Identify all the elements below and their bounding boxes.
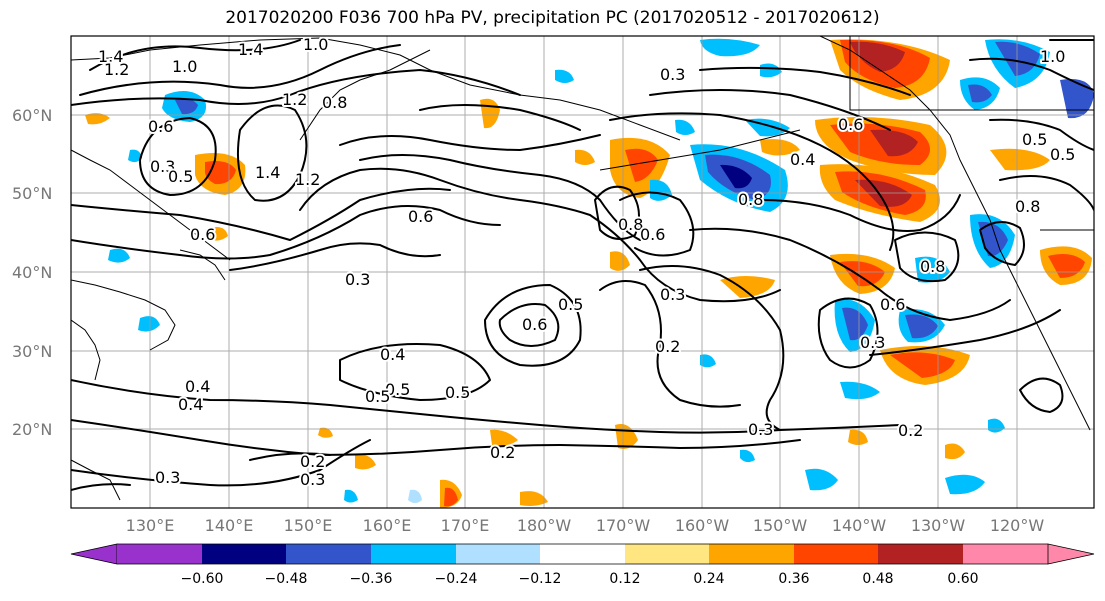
contour-label: 1.0	[1040, 47, 1065, 66]
contour-label: 1.2	[282, 90, 307, 109]
lat-tick-label: 50°N	[12, 184, 52, 203]
colorbar-tick-label: 0.60	[947, 571, 978, 587]
colorbar-segment	[963, 544, 1048, 564]
lon-tick-label: 140°W	[832, 516, 887, 535]
lat-tick-label: 30°N	[12, 342, 52, 361]
colorbar-tick-label: −0.36	[350, 571, 393, 587]
colorbar-tick-label: 0.12	[609, 571, 640, 587]
contour-label: 1.2	[104, 60, 129, 79]
contour-label: 0.4	[790, 150, 815, 169]
lon-tick-label: 150°E	[284, 516, 333, 535]
colorbar-segment	[540, 544, 625, 564]
colorbar-extend-high	[1047, 543, 1095, 565]
contour-label: 0.6	[640, 225, 665, 244]
colorbar-tick-label: −0.24	[435, 571, 478, 587]
lon-tick-label: 140°E	[205, 516, 254, 535]
contour-label: 1.0	[303, 35, 328, 54]
contour-label: 0.5	[1050, 145, 1075, 164]
contour-label: 0.2	[490, 443, 515, 462]
contour-label: 0.5	[558, 295, 583, 314]
colorbar: −0.60 −0.48 −0.36 −0.24 −0.12 0.12 0.24 …	[70, 543, 1095, 587]
contour-label: 0.3	[345, 270, 370, 289]
colorbar-extend-low	[70, 543, 118, 565]
contour-label: 0.8	[1015, 197, 1040, 216]
colorbar-tick-label: −0.60	[181, 571, 224, 587]
contour-label: 0.8	[618, 215, 643, 234]
contour-label: 0.6	[190, 225, 215, 244]
map-plot-area: 1.4 1.2 1.0 1.4 1.0 0.6 1.2 0.8 0.3 0.5 …	[71, 35, 1094, 508]
contour-label: 1.2	[295, 170, 320, 189]
contour-label: 0.2	[655, 337, 680, 356]
colorbar-segment	[202, 544, 286, 564]
contour-label: 0.4	[178, 395, 203, 414]
contour-label: 0.2	[898, 421, 923, 440]
contour-labels: 1.4 1.2 1.0 1.4 1.0 0.6 1.2 0.8 0.3 0.5 …	[96, 35, 1077, 491]
colorbar-segment	[878, 544, 963, 564]
contour-label: 1.4	[238, 40, 263, 59]
colorbar-segment	[625, 544, 709, 564]
lon-tick-label: 160°W	[675, 516, 730, 535]
lat-tick-label: 60°N	[12, 106, 52, 125]
map-title: 2017020200 F036 700 hPa PV, precipitatio…	[225, 8, 880, 28]
contour-label: 0.4	[380, 345, 405, 364]
contour-label: 0.6	[408, 207, 433, 226]
contour-label: 0.8	[738, 190, 763, 209]
longitude-axis: 130°E 140°E 150°E 160°E 170°E 180°W 170°…	[126, 516, 1045, 535]
contour-label: 0.5	[168, 167, 193, 186]
contour-label: 1.4	[255, 163, 280, 182]
lon-tick-label: 170°E	[441, 516, 490, 535]
lon-tick-label: 180°W	[517, 516, 572, 535]
lon-tick-label: 170°W	[596, 516, 651, 535]
contour-label: 0.6	[880, 295, 905, 314]
contour-label: 0.8	[920, 257, 945, 276]
contour-label: 1.4	[98, 47, 123, 66]
contour-label: 0.3	[748, 420, 773, 439]
lat-tick-label: 20°N	[12, 420, 52, 439]
contour-label: 0.3	[150, 157, 175, 176]
contour-label: 0.3	[660, 285, 685, 304]
lon-tick-label: 120°W	[990, 516, 1045, 535]
colorbar-tick-label: −0.48	[265, 571, 308, 587]
colorbar-tick-label: 0.48	[862, 571, 893, 587]
colorbar-tick-label: −0.12	[519, 571, 562, 587]
pv-contours	[71, 39, 1094, 491]
contour-label: 0.5	[385, 380, 410, 399]
coastlines	[71, 36, 1094, 501]
contour-label: 0.6	[522, 315, 547, 334]
contour-label: 0.3	[300, 470, 325, 489]
colorbar-tick-label: 0.24	[693, 571, 724, 587]
contour-label: 0.3	[155, 468, 180, 487]
contour-label: 0.5	[445, 383, 470, 402]
contour-label: 0.5	[1022, 130, 1047, 149]
lon-tick-label: 160°E	[363, 516, 412, 535]
contour-label: 0.5	[365, 387, 390, 406]
colorbar-segment	[709, 544, 794, 564]
contour-label: 0.4	[185, 377, 210, 396]
contour-label: 1.0	[172, 57, 197, 76]
colorbar-segment	[286, 544, 371, 564]
colorbar-segment	[456, 544, 540, 564]
contour-label: 0.8	[322, 93, 347, 112]
contour-label: 0.6	[838, 115, 863, 134]
contour-label: 0.3	[660, 65, 685, 84]
lon-tick-label: 130°W	[911, 516, 966, 535]
colorbar-tick-label: 0.36	[778, 571, 809, 587]
contour-label: 0.6	[148, 117, 173, 136]
lon-tick-label: 130°E	[126, 516, 175, 535]
map-frame	[70, 35, 1095, 509]
contour-label: 0.3	[860, 333, 885, 352]
lat-tick-label: 40°N	[12, 263, 52, 282]
latitude-axis: 60°N 50°N 40°N 30°N 20°N	[12, 106, 52, 439]
colorbar-segment	[117, 544, 202, 564]
lon-tick-label: 150°W	[753, 516, 808, 535]
colorbar-segment	[371, 544, 456, 564]
colorbar-segment	[794, 544, 878, 564]
contour-label: 0.2	[300, 452, 325, 471]
